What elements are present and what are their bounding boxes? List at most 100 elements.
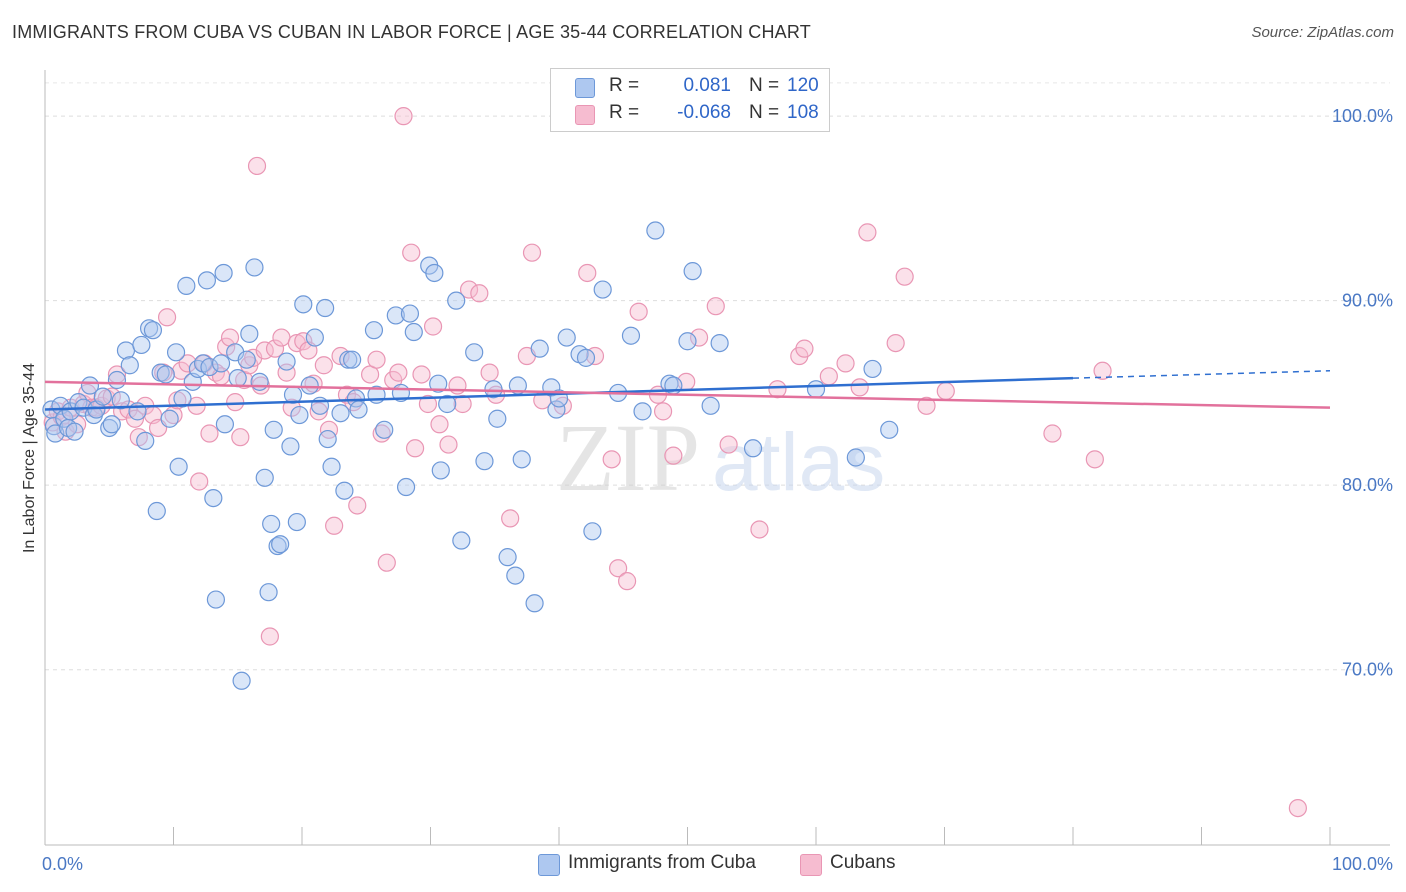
cuba-point-61 xyxy=(294,295,313,314)
cubans-point-103 xyxy=(836,354,855,373)
cuba-point-74 xyxy=(364,321,384,340)
cuba-point-90 xyxy=(475,452,494,471)
cuba-point-39 xyxy=(206,590,226,609)
cuba-point-118 xyxy=(806,380,826,399)
cuba-point-92 xyxy=(488,409,507,428)
cuba-point-88 xyxy=(452,531,471,550)
cubans-point-68 xyxy=(405,439,425,458)
cuba-point-54 xyxy=(268,536,287,556)
cubans-point-108 xyxy=(917,396,936,415)
cubans-point-104 xyxy=(850,378,869,397)
cubans-point-90 xyxy=(629,302,648,321)
series-cubans-points xyxy=(43,107,1307,818)
cuba-point-71 xyxy=(343,350,362,369)
cuba-point-30 xyxy=(169,457,188,476)
cuba-point-49 xyxy=(250,372,269,391)
cuba-point-4 xyxy=(55,409,74,428)
source-label: Source: ZipAtlas.com xyxy=(1251,24,1394,41)
cuba-point-16 xyxy=(107,370,127,390)
cubans-point-66 xyxy=(394,107,413,126)
cuba-point-34 xyxy=(188,359,208,379)
cuba-point-121 xyxy=(880,420,899,439)
cubans-point-99 xyxy=(768,380,787,399)
cuba-point-60 xyxy=(290,405,309,425)
cuba-point-72 xyxy=(346,389,366,408)
y-axis-label: In Labor Force | Age 35-44 xyxy=(21,363,38,553)
cuba-point-25 xyxy=(147,501,166,521)
cubans-point-70 xyxy=(418,394,438,414)
cuba-point-108 xyxy=(621,326,641,345)
legend: R = 0.081 N = 120 R = -0.068 N = 108 xyxy=(550,68,830,132)
cuba-point-32 xyxy=(177,276,196,295)
cuba-point-120 xyxy=(863,359,882,379)
cubans-point-110 xyxy=(1043,424,1062,443)
y-tick-label-2: 80.0% xyxy=(1342,475,1393,495)
cuba-point-114 xyxy=(683,262,702,281)
cuba-point-93 xyxy=(498,548,517,567)
cubans-point-88 xyxy=(609,559,628,578)
cuba-point-119 xyxy=(846,448,865,467)
cuba-point-100 xyxy=(547,400,566,419)
cuba-point-79 xyxy=(396,477,416,497)
cubans-point-73 xyxy=(439,435,458,454)
cubans-point-89 xyxy=(618,572,637,591)
cuba-point-70 xyxy=(339,350,358,369)
cuba-point-94 xyxy=(506,566,525,585)
cuba-point-48 xyxy=(245,258,264,277)
cuba-point-63 xyxy=(305,328,324,347)
y-tick-label-3: 70.0% xyxy=(1342,660,1393,680)
cuba-point-38 xyxy=(204,488,223,508)
cubans-point-107 xyxy=(895,267,914,286)
y-tick-label-0: 100.0% xyxy=(1332,106,1393,126)
bottom-legend-swatch-cubans xyxy=(800,854,822,876)
cuba-point-57 xyxy=(281,437,300,456)
cuba-point-46 xyxy=(237,350,256,369)
cuba-point-73 xyxy=(349,400,368,419)
cuba-point-31 xyxy=(173,389,192,408)
trendlines xyxy=(44,370,1331,411)
cubans-point-85 xyxy=(578,263,597,283)
cubans-point-44 xyxy=(265,339,285,358)
cuba-point-80 xyxy=(400,304,420,323)
cuba-point-51 xyxy=(259,583,278,602)
cuba-point-102 xyxy=(557,328,576,347)
cubans-point-45 xyxy=(272,328,291,347)
cuba-point-27 xyxy=(156,365,175,384)
cuba-point-21 xyxy=(132,335,151,355)
y-tick-labels: 100.0% 90.0% 80.0% 70.0% xyxy=(1332,106,1393,680)
cubans-point-105 xyxy=(858,223,877,242)
cuba-point-50 xyxy=(255,468,274,487)
cubans-point-106 xyxy=(886,333,905,353)
cubans-point-16 xyxy=(125,409,145,428)
cuba-point-76 xyxy=(375,420,394,439)
cuba-point-52 xyxy=(262,514,281,534)
cuba-point-66 xyxy=(318,429,337,449)
watermark: ZIP atlas xyxy=(556,404,885,511)
cubans-point-80 xyxy=(501,509,520,528)
cubans-point-33 xyxy=(217,337,236,356)
cuba-point-116 xyxy=(710,333,729,353)
cubans-point-96 xyxy=(706,297,725,316)
cuba-point-104 xyxy=(576,348,596,367)
cubans-point-59 xyxy=(348,496,367,515)
legend-n-label: N = xyxy=(749,75,780,96)
series-cuba-points xyxy=(42,221,899,690)
cuba-point-40 xyxy=(211,354,231,373)
cubans-point-63 xyxy=(377,553,396,572)
cubans-point-77 xyxy=(470,284,489,303)
cubans-point-113 xyxy=(1288,798,1307,818)
cuba-point-41 xyxy=(214,263,233,283)
cuba-point-8 xyxy=(69,393,88,412)
watermark-atlas: atlas xyxy=(712,417,885,508)
cubans-point-112 xyxy=(1093,361,1112,380)
cuba-point-87 xyxy=(447,291,466,310)
cubans-point-86 xyxy=(585,346,605,366)
cuba-point-83 xyxy=(425,263,444,283)
cuba-point-42 xyxy=(215,415,234,434)
cubans-point-87 xyxy=(602,450,621,469)
chart-title: IMMIGRANTS FROM CUBA VS CUBAN IN LABOR F… xyxy=(12,22,811,42)
cubans-point-75 xyxy=(453,394,472,414)
cuba-point-89 xyxy=(465,343,484,362)
cuba-point-69 xyxy=(335,481,354,500)
cuba-point-45 xyxy=(232,671,251,690)
